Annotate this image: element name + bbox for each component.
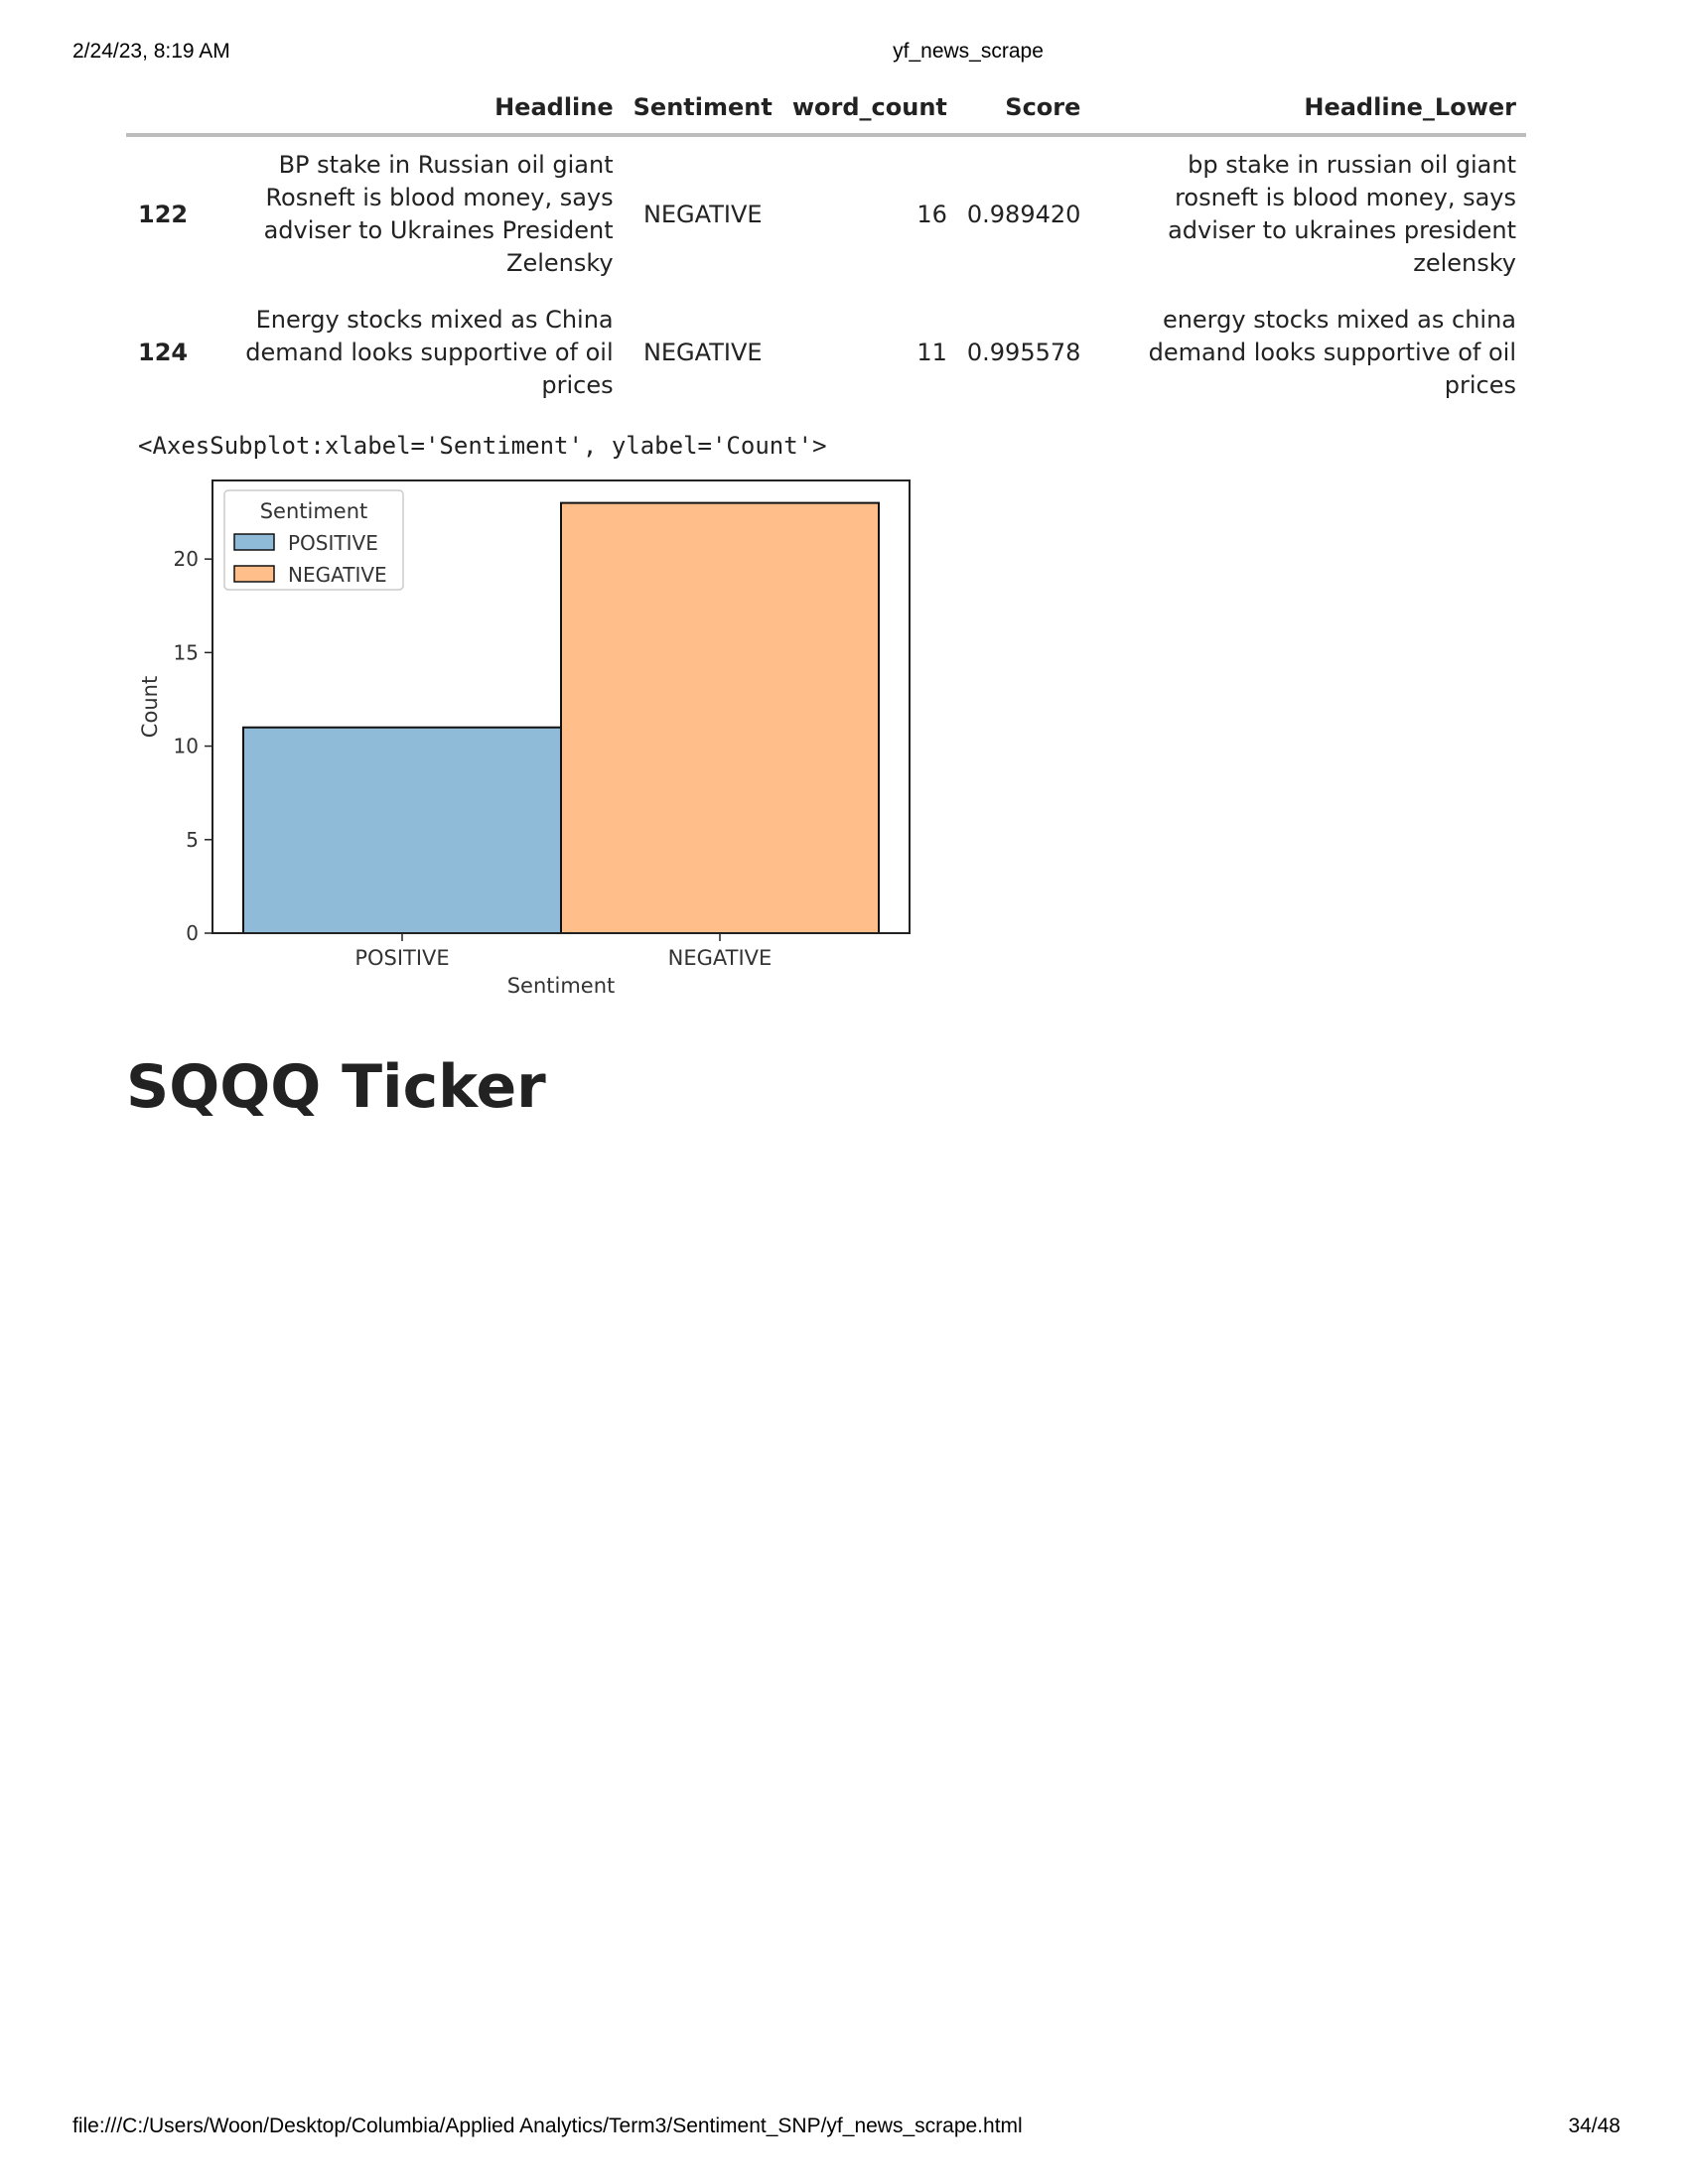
x-tick-label: POSITIVE bbox=[354, 946, 449, 970]
column-header-sentiment: Sentiment bbox=[623, 91, 782, 137]
column-header-word-count: word_count bbox=[781, 91, 957, 137]
row-index: 124 bbox=[138, 339, 189, 366]
y-tick-label: 0 bbox=[186, 921, 199, 945]
table-header-row: Headline Sentiment word_count Score Head… bbox=[126, 91, 1526, 137]
cell-sentiment: NEGATIVE bbox=[642, 339, 763, 366]
cell-headline: Energy stocks mixed as China demand look… bbox=[245, 306, 614, 399]
cell-output-repr: <AxesSubplot:xlabel='Sentiment', ylabel=… bbox=[138, 432, 827, 460]
print-page-number: 34/48 bbox=[1568, 2115, 1620, 2137]
plot-frame bbox=[211, 479, 911, 934]
cell-score: 0.989420 bbox=[966, 200, 1081, 228]
cell-word-count: 11 bbox=[916, 339, 947, 366]
bar-positive bbox=[242, 726, 562, 934]
print-title: yf_news_scrape bbox=[893, 40, 1044, 63]
legend-swatch-negative bbox=[233, 565, 275, 583]
dataframe-table: Headline Sentiment word_count Score Head… bbox=[126, 91, 1526, 414]
x-axis-label: Sentiment bbox=[507, 974, 616, 998]
column-header-headline-lower: Headline_Lower bbox=[1090, 91, 1526, 137]
legend-entry-label: NEGATIVE bbox=[288, 563, 387, 587]
legend-box bbox=[223, 489, 404, 591]
column-header-headline: Headline bbox=[213, 91, 624, 137]
sentiment-histogram: POSITIVE NEGATIVE 0 5 10 15 20 Sentiment Count Se… bbox=[138, 479, 911, 998]
cell-headline-lower: energy stocks mixed as china demand look… bbox=[1148, 306, 1516, 399]
legend-title: Sentiment bbox=[260, 499, 368, 523]
x-tick-label: NEGATIVE bbox=[668, 946, 773, 970]
legend-swatch-positive bbox=[233, 533, 275, 551]
y-tick-label: 15 bbox=[174, 640, 199, 664]
y-axis-label: Count bbox=[138, 676, 162, 738]
print-date: 2/24/23, 8:19 AM bbox=[72, 40, 230, 63]
index-header bbox=[126, 91, 214, 137]
y-tick-label: 5 bbox=[186, 828, 199, 852]
column-header-score: Score bbox=[956, 91, 1091, 137]
legend-entry-label: POSITIVE bbox=[288, 531, 378, 555]
bar-negative bbox=[560, 501, 880, 934]
cell-word-count: 16 bbox=[916, 200, 947, 228]
print-footer: file:///C:/Users/Woon/Desktop/Columbia/A… bbox=[0, 2115, 1688, 2144]
y-tick-label: 10 bbox=[174, 735, 199, 758]
y-tick-label: 20 bbox=[174, 547, 199, 571]
section-title: SQQQ Ticker bbox=[126, 1052, 546, 1122]
cell-headline-lower: bp stake in russian oil giant rosneft is… bbox=[1168, 151, 1516, 277]
table-row: 124 Energy stocks mixed as China demand … bbox=[126, 292, 1526, 414]
cell-headline: BP stake in Russian oil giant Rosneft is… bbox=[263, 151, 614, 277]
print-header: 2/24/23, 8:19 AM yf_news_scrape bbox=[0, 40, 1688, 69]
print-file-path: file:///C:/Users/Woon/Desktop/Columbia/A… bbox=[72, 2115, 1023, 2137]
table-row: 122 BP stake in Russian oil giant Rosnef… bbox=[126, 135, 1526, 292]
cell-sentiment: NEGATIVE bbox=[642, 200, 763, 228]
cell-score: 0.995578 bbox=[966, 339, 1081, 366]
row-index: 122 bbox=[138, 200, 189, 228]
